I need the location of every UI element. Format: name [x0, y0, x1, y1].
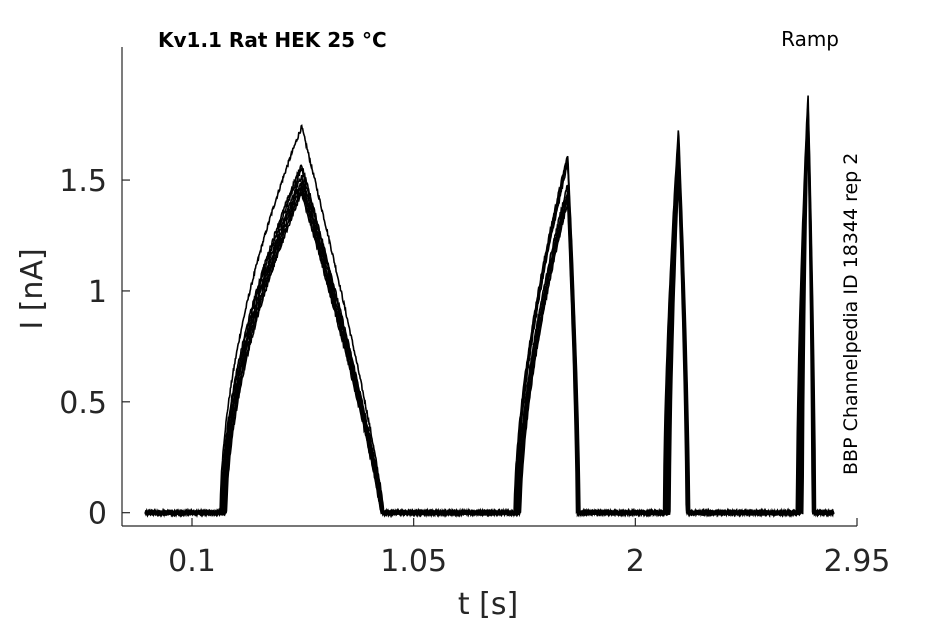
y-tick-label: 0.5: [59, 386, 107, 421]
protocol-label: Ramp: [781, 27, 839, 51]
side-label: BBP Channelpedia ID 18344 rep 2: [840, 153, 862, 475]
traces-group: [144, 95, 835, 519]
current-trace: [144, 126, 835, 519]
current-trace: [144, 95, 834, 519]
x-tick-label: 2.95: [824, 544, 891, 579]
y-tick-label: 1: [88, 275, 107, 310]
current-trace: [144, 105, 835, 518]
x-tick-label: 1.05: [380, 544, 447, 579]
x-tick-label: 0.1: [168, 544, 216, 579]
chart-title: Kv1.1 Rat HEK 25 °C: [158, 28, 387, 52]
current-trace: [144, 112, 835, 519]
y-axis-label: I [nA]: [15, 248, 50, 329]
x-tick-label: 2: [626, 544, 645, 579]
axes-group: 0.1 1.05 2 2.95 0 0.5 1 1.5: [59, 47, 890, 579]
y-ticks: 0 0.5 1 1.5: [59, 164, 130, 532]
y-tick-label: 0: [88, 497, 107, 532]
x-ticks: 0.1 1.05 2 2.95: [168, 518, 890, 579]
y-tick-label: 1.5: [59, 164, 107, 199]
x-axis-label: t [s]: [458, 587, 518, 622]
current-trace: [145, 107, 835, 518]
